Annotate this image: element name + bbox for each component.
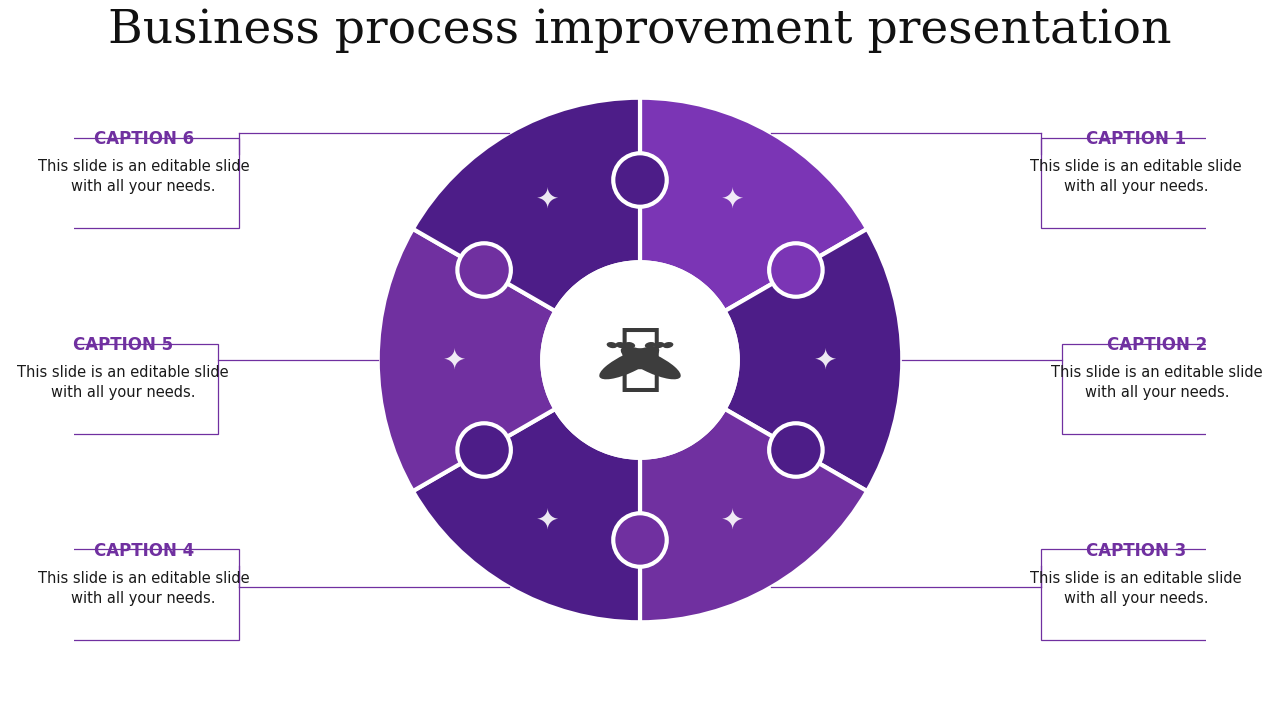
Text: CAPTION 2: CAPTION 2 [1107, 336, 1207, 354]
Wedge shape [378, 229, 556, 491]
Text: CAPTION 3: CAPTION 3 [1087, 541, 1187, 559]
Text: This slide is an editable slide
with all your needs.: This slide is an editable slide with all… [1030, 571, 1242, 606]
Text: CAPTION 6: CAPTION 6 [93, 130, 193, 148]
Text: 🤝: 🤝 [618, 325, 662, 395]
Circle shape [457, 243, 511, 297]
Circle shape [543, 262, 737, 458]
Text: ✦: ✦ [814, 346, 837, 374]
Ellipse shape [607, 342, 617, 348]
Text: CAPTION 4: CAPTION 4 [93, 541, 193, 559]
Text: Business process improvement presentation: Business process improvement presentatio… [109, 8, 1171, 53]
Text: This slide is an editable slide
with all your needs.: This slide is an editable slide with all… [38, 571, 250, 606]
Text: ✦: ✦ [536, 506, 559, 534]
Circle shape [769, 423, 823, 477]
Wedge shape [413, 409, 640, 622]
Text: ✦: ✦ [721, 506, 744, 534]
Text: CAPTION 1: CAPTION 1 [1087, 130, 1187, 148]
Text: ✦: ✦ [536, 186, 559, 214]
Ellipse shape [654, 342, 664, 348]
Text: This slide is an editable slide
with all your needs.: This slide is an editable slide with all… [38, 159, 250, 194]
Text: This slide is an editable slide
with all your needs.: This slide is an editable slide with all… [1030, 159, 1242, 194]
Bar [1041, 549, 1231, 640]
Text: ✦: ✦ [443, 346, 466, 374]
Circle shape [769, 243, 823, 297]
Wedge shape [640, 409, 867, 622]
Text: ✦: ✦ [721, 186, 744, 214]
Bar [49, 138, 239, 228]
Bar [1061, 343, 1252, 434]
Circle shape [457, 423, 511, 477]
Circle shape [613, 153, 667, 207]
Ellipse shape [663, 342, 673, 348]
Ellipse shape [616, 342, 626, 348]
Wedge shape [724, 229, 902, 491]
Ellipse shape [599, 346, 659, 379]
Bar [1041, 138, 1231, 228]
Wedge shape [413, 98, 640, 311]
Ellipse shape [625, 342, 635, 348]
Ellipse shape [621, 346, 681, 379]
Bar [28, 343, 219, 434]
Circle shape [613, 513, 667, 567]
Text: CAPTION 5: CAPTION 5 [73, 336, 173, 354]
Text: This slide is an editable slide
with all your needs.: This slide is an editable slide with all… [18, 365, 229, 400]
Bar [49, 549, 239, 640]
Text: This slide is an editable slide
with all your needs.: This slide is an editable slide with all… [1051, 365, 1262, 400]
Ellipse shape [627, 348, 653, 369]
Wedge shape [640, 98, 867, 311]
Ellipse shape [645, 342, 655, 348]
